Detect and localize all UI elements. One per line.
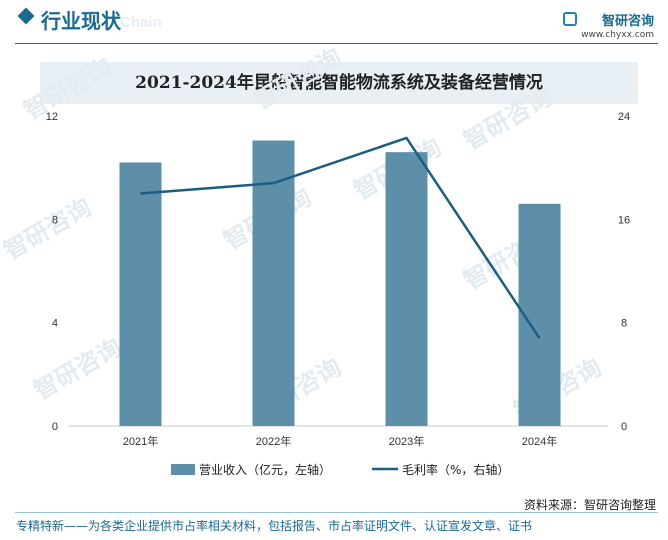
title-band — [40, 62, 638, 104]
x-tick-label: 2022年 — [256, 434, 291, 448]
chart-title: 2021-2024年昆船智能智能物流系统及装备经营情况 — [135, 73, 543, 93]
legend-bar-label: 营业收入（亿元，左轴） — [199, 462, 331, 477]
watermark-text: 智研咨询 — [19, 53, 116, 125]
legend-bar-swatch — [171, 464, 195, 475]
legend-line-label: 毛利率（%，右轴） — [402, 462, 509, 477]
watermark-layer: 智研咨询智研咨询智研咨询智研咨询智研咨询智研咨询智研咨询智研咨询智研咨询智研咨询 — [0, 43, 606, 425]
watermark-text: 智研咨询 — [459, 83, 556, 155]
watermark-text: 智研咨询 — [249, 43, 346, 115]
left-tick-label: 4 — [52, 318, 58, 330]
right-tick-label: 16 — [618, 214, 630, 226]
logo-name: 智研咨询 — [601, 14, 654, 29]
bar-2021年 — [119, 162, 162, 426]
left-tick-label: 8 — [52, 214, 58, 226]
header-divider — [15, 43, 658, 44]
right-tick-label: 0 — [621, 421, 627, 433]
left-tick-label: 0 — [52, 421, 58, 433]
logo-url: www.chyxx.com — [581, 30, 654, 40]
header: 行业现状 Chain 智研咨询 www.chyxx.com — [0, 0, 668, 44]
x-tick-label: 2023年 — [389, 434, 424, 448]
footer-note: 专精特新——为各类企业提供市占率相关材料，包括报告、市占率证明文件、认证宣发文章… — [16, 519, 533, 533]
right-tick-label: 8 — [621, 318, 627, 330]
watermark-text: 智研咨询 — [0, 193, 96, 265]
source-note: 资料来源：智研咨询整理 — [523, 498, 656, 512]
logo-icon — [563, 12, 578, 26]
bar-2023年 — [385, 152, 428, 426]
x-tick-label: 2021年 — [123, 434, 158, 448]
right-tick-label: 24 — [618, 111, 630, 123]
section-title: 行业现状 — [41, 9, 121, 33]
left-tick-label: 12 — [46, 111, 58, 123]
logo: 智研咨询 www.chyxx.com — [563, 10, 654, 40]
x-tick-label: 2024年 — [522, 434, 557, 448]
watermark-text: 智研咨询 — [29, 333, 126, 405]
bar-2022年 — [252, 140, 295, 426]
margin-line — [140, 136, 541, 339]
ghost-text: Chain — [120, 14, 162, 31]
footer-divider — [15, 512, 658, 513]
